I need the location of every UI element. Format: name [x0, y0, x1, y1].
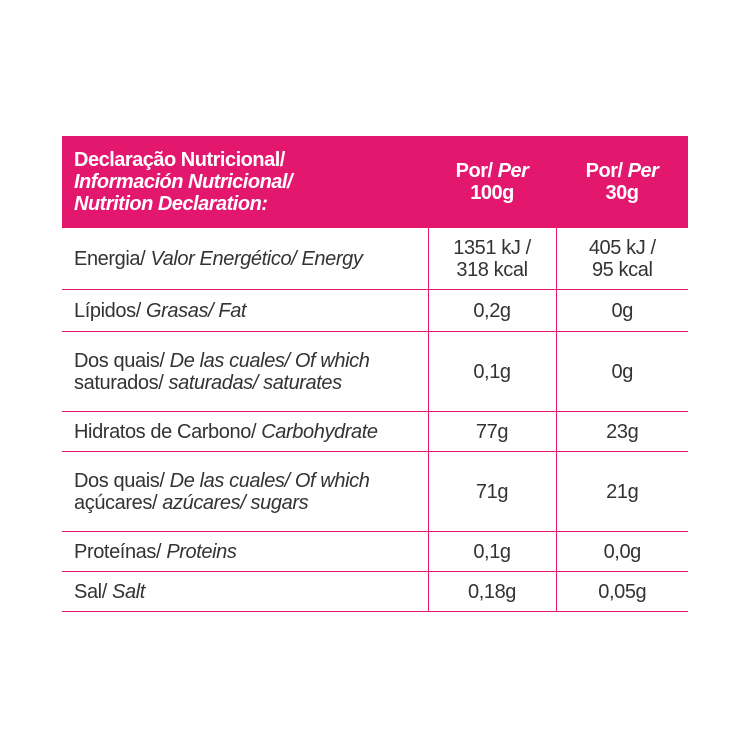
- value-per-30g: 0,05g: [555, 571, 688, 612]
- value: 0g: [611, 299, 634, 322]
- label-es-en: Valor Energético/ Energy: [150, 247, 363, 270]
- nutrient-label: Hidratos de Carbono/ Carbohydrate: [62, 411, 428, 452]
- label-es-en: De las cuales/ Of which: [169, 469, 370, 492]
- label-es-en: saturadas/ saturates: [168, 371, 343, 394]
- label-es-en: Grasas/ Fat: [146, 299, 247, 322]
- value: 23g: [606, 420, 639, 443]
- value-per-100g: 0,1g: [427, 331, 556, 412]
- label-pt: Dos quais/: [74, 469, 170, 492]
- label-pt: Sal/: [74, 580, 113, 603]
- qty: 100g: [470, 182, 514, 204]
- label-pt: Hidratos de Carbono/: [74, 420, 262, 443]
- header-title: Declaração Nutricional/ Información Nutr…: [62, 136, 428, 228]
- value: 0,1g: [473, 360, 511, 383]
- table-row: Dos quais/ De las cuales/ Of which satura…: [62, 331, 688, 412]
- header-per-30g: Por/ Per 30g: [556, 136, 688, 228]
- label-es-en: azúcares/ sugars: [162, 491, 309, 514]
- header-row: Declaração Nutricional/ Información Nutr…: [62, 136, 688, 228]
- value-per-100g: 1351 kJ /318 kcal: [427, 228, 556, 290]
- value: 0,05g: [598, 580, 647, 603]
- value: 1351 kJ /: [453, 236, 531, 259]
- nutrient-label: Dos quais/ De las cuales/ Of which açúcar…: [62, 451, 428, 532]
- label-pt: Energia/: [74, 247, 151, 270]
- per-pt: Por/: [455, 160, 493, 182]
- nutrient-label: Sal/ Salt: [62, 571, 428, 612]
- value-per-30g: 0g: [555, 289, 688, 332]
- label-pt: Lípidos/: [74, 299, 147, 322]
- value: 318 kcal: [456, 258, 528, 281]
- value-per-30g: 405 kJ /95 kcal: [555, 228, 688, 290]
- value: 0g: [611, 360, 634, 383]
- header-per-100g: Por/ Per 100g: [428, 136, 556, 228]
- per-pt: Por/: [585, 160, 623, 182]
- qty: 30g: [605, 182, 639, 204]
- value: 0,0g: [603, 540, 642, 563]
- value-per-30g: 0,0g: [555, 531, 688, 572]
- table-row: Energia/ Valor Energético/ Energy 1351 kJ…: [62, 228, 688, 290]
- label-pt: saturados/: [74, 371, 169, 394]
- nutrient-label: Proteínas/ Proteins: [62, 531, 428, 572]
- label-es-en: Proteins: [166, 540, 237, 563]
- nutrition-table: Declaração Nutricional/ Información Nutr…: [62, 136, 688, 612]
- label-pt: Proteínas/: [74, 540, 167, 563]
- value: 0,2g: [473, 299, 511, 322]
- title-pt: Declaração Nutricional/: [74, 149, 285, 171]
- table-row: Lípidos/ Grasas/ Fat 0,2g 0g: [62, 289, 688, 332]
- value: 0,1g: [473, 540, 511, 563]
- title-es: Información Nutricional/: [74, 171, 293, 193]
- value-per-100g: 77g: [427, 411, 556, 452]
- value-per-30g: 21g: [555, 451, 688, 532]
- value-per-30g: 23g: [555, 411, 688, 452]
- table-row: Hidratos de Carbono/ Carbohydrate 77g 23g: [62, 411, 688, 452]
- value: 21g: [606, 480, 639, 503]
- nutrient-label: Energia/ Valor Energético/ Energy: [62, 228, 428, 290]
- value: 77g: [475, 420, 509, 443]
- table-row: Proteínas/ Proteins 0,1g 0,0g: [62, 531, 688, 572]
- value-per-30g: 0g: [555, 331, 688, 412]
- nutrient-label: Lípidos/ Grasas/ Fat: [62, 289, 428, 332]
- value-per-100g: 0,2g: [427, 289, 556, 332]
- value: 95 kcal: [591, 258, 653, 281]
- value-per-100g: 0,18g: [427, 571, 556, 612]
- value: 405 kJ /: [588, 236, 656, 259]
- value: 71g: [475, 480, 509, 503]
- table-row: Sal/ Salt 0,18g 0,05g: [62, 571, 688, 612]
- title-en: Nutrition Declaration:: [74, 193, 268, 215]
- label-es-en: Carbohydrate: [261, 420, 378, 443]
- label-es-en: Salt: [112, 580, 145, 603]
- value: 0,18g: [467, 580, 517, 603]
- nutrient-label: Dos quais/ De las cuales/ Of which satura…: [62, 331, 428, 412]
- label-pt: açúcares/: [74, 491, 163, 514]
- per-en: Per: [627, 160, 659, 182]
- table-row: Dos quais/ De las cuales/ Of which açúcar…: [62, 451, 688, 532]
- value-per-100g: 71g: [427, 451, 556, 532]
- per-en: Per: [497, 160, 529, 182]
- value-per-100g: 0,1g: [427, 531, 556, 572]
- label-es-en: De las cuales/ Of which: [169, 349, 370, 372]
- label-pt: Dos quais/: [74, 349, 170, 372]
